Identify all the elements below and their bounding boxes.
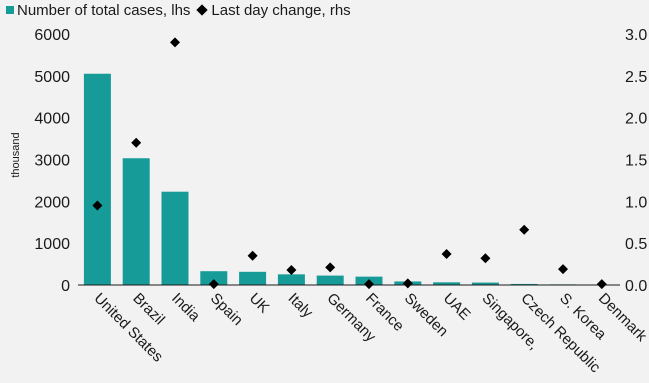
y-left-tick-label: 2000 <box>34 194 70 211</box>
bar <box>510 283 538 285</box>
y-axis-label: thousand <box>10 132 22 177</box>
x-tick-label: India <box>168 290 203 325</box>
y-left-tick-label: 4000 <box>34 111 70 128</box>
x-tick-label: Italy <box>285 290 317 322</box>
legend-label-total-cases: Number of total cases, lhs <box>17 1 191 19</box>
bar <box>200 271 228 285</box>
bar <box>471 282 499 285</box>
bar <box>316 275 344 285</box>
point <box>131 137 142 148</box>
y-right-tick-label: 0.0 <box>625 278 647 295</box>
point <box>364 279 374 290</box>
y-right-tick-label: 2.0 <box>625 111 647 128</box>
bar <box>83 73 111 285</box>
y-right-tick-label: 3.0 <box>625 27 647 44</box>
point <box>208 279 219 290</box>
bar <box>277 274 305 285</box>
point <box>480 253 491 264</box>
y-right-tick-label: 2.5 <box>625 69 647 86</box>
point <box>325 262 336 273</box>
point <box>286 264 297 275</box>
point <box>441 249 452 260</box>
bar <box>122 158 150 285</box>
point <box>402 278 413 289</box>
x-tick-label: Spain <box>207 290 246 329</box>
y-right-tick-label: 1.5 <box>625 153 647 170</box>
legend: Number of total cases, lhs Last day chan… <box>6 0 357 20</box>
point <box>596 279 607 290</box>
point <box>247 250 258 261</box>
x-tick-label: UAE <box>440 290 474 324</box>
y-left-tick-label: 3000 <box>34 153 70 170</box>
y-left-tick-label: 5000 <box>34 69 70 86</box>
x-tick-label: UK <box>246 290 273 317</box>
y-left-tick-label: 6000 <box>34 27 70 44</box>
y-right-tick-label: 0.5 <box>625 236 647 253</box>
legend-bar-swatch <box>6 6 14 14</box>
x-tick-label: United States <box>91 290 167 366</box>
point <box>558 264 568 275</box>
point <box>519 224 530 235</box>
y-right-tick-label: 1.0 <box>625 194 647 211</box>
y-left-tick-label: 0 <box>61 278 70 295</box>
point <box>92 200 103 211</box>
bar <box>433 282 461 285</box>
bar <box>161 191 189 285</box>
legend-item-last-day-change: Last day change, rhs <box>196 1 351 19</box>
bar <box>239 271 267 285</box>
legend-label-last-day-change: Last day change, rhs <box>211 1 351 19</box>
point <box>170 37 180 48</box>
legend-item-total-cases: Number of total cases, lhs <box>6 2 190 19</box>
y-left-tick-label: 1000 <box>34 236 70 253</box>
